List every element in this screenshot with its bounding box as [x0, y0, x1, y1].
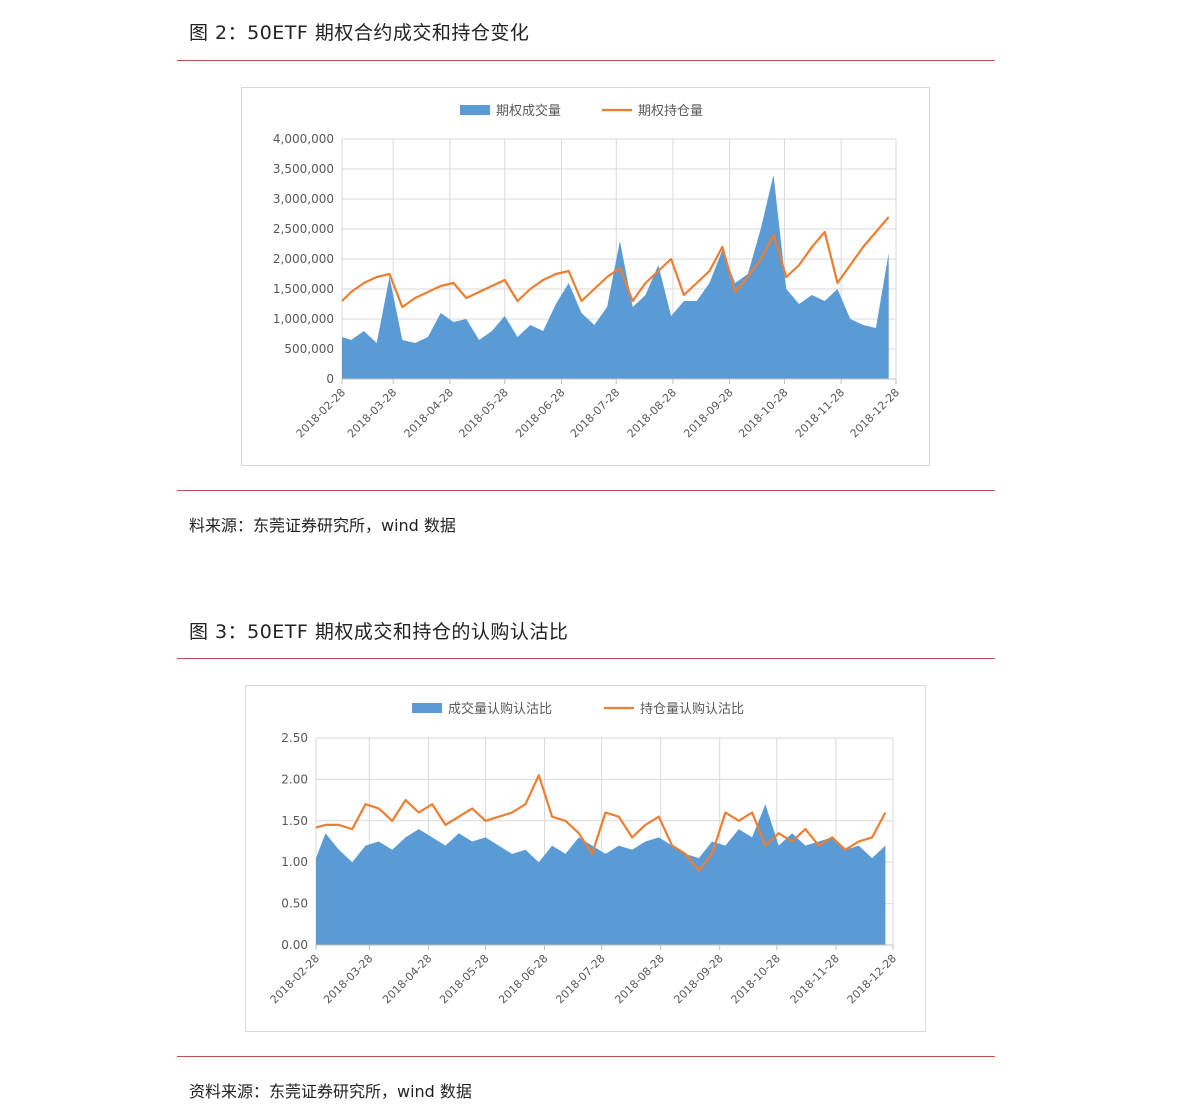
series-area-1 — [316, 804, 886, 945]
figure-2-top-rule — [177, 60, 995, 61]
figure-3-top-rule — [177, 658, 995, 659]
x-tick-label: 2018-03-28 — [345, 386, 399, 440]
legend-label-line: 期权持仓量 — [638, 103, 703, 119]
legend-swatch-area — [412, 703, 442, 713]
x-tick-label: 2018-08-28 — [612, 952, 666, 1006]
y-tick-label: 500,000 — [284, 342, 334, 356]
y-tick-label: 0.50 — [281, 897, 308, 911]
x-tick-label: 2018-10-28 — [736, 386, 790, 440]
x-tick-label: 2018-05-28 — [437, 952, 491, 1006]
y-tick-label: 1,000,000 — [273, 312, 334, 326]
x-tick-label: 2018-05-28 — [456, 386, 510, 440]
figure-3-bottom-rule — [177, 1056, 995, 1057]
y-tick-label: 4,000,000 — [273, 132, 334, 146]
x-tick-label: 2018-03-28 — [321, 952, 375, 1006]
figure-3-title: 图 3：50ETF 期权成交和持仓的认购认沽比 — [189, 621, 569, 643]
y-tick-label: 2,500,000 — [273, 222, 334, 236]
y-tick-label: 2.50 — [281, 731, 308, 745]
x-tick-label: 2018-10-28 — [729, 952, 783, 1006]
y-tick-label: 1.50 — [281, 814, 308, 828]
x-tick-label: 2018-11-28 — [793, 386, 847, 440]
y-tick-label: 0 — [326, 372, 334, 386]
legend-label-line: 持仓量认购认沽比 — [640, 701, 744, 717]
x-tick-label: 2018-02-28 — [294, 386, 348, 440]
y-tick-label: 3,000,000 — [273, 192, 334, 206]
chart-1-svg: 0 500,000 1,000,000 1,500,000 2,000,000 2,500… — [273, 103, 902, 440]
y-tick-label: 3,500,000 — [273, 162, 334, 176]
figure-2-title: 图 2：50ETF 期权合约成交和持仓变化 — [189, 22, 530, 44]
figure-2-source: 料来源：东莞证券研究所，wind 数据 — [189, 516, 456, 535]
series-line-2 — [315, 774, 887, 872]
chart-1-frame: 0 500,000 1,000,000 1,500,000 2,000,000 2,500… — [241, 87, 930, 466]
x-tick-label: 2018-02-28 — [268, 952, 322, 1006]
legend-label-area: 期权成交量 — [496, 103, 561, 119]
x-tick-label: 2018-09-28 — [681, 386, 735, 440]
y-tick-label: 1.00 — [281, 855, 308, 869]
y-tick-label: 1,500,000 — [273, 282, 334, 296]
y-tick-label: 2.00 — [281, 772, 308, 786]
legend-swatch-area — [460, 105, 490, 115]
x-tick-label: 2018-06-28 — [513, 386, 567, 440]
series-line-2 — [341, 216, 890, 309]
x-tick-label: 2018-11-28 — [788, 952, 842, 1006]
y-tick-label: 2,000,000 — [273, 252, 334, 266]
x-tick-label: 2018-06-28 — [496, 952, 550, 1006]
x-tick-label: 2018-04-28 — [402, 386, 456, 440]
figure-3-source: 资料来源：东莞证券研究所，wind 数据 — [189, 1082, 472, 1101]
x-tick-label: 2018-07-28 — [553, 952, 607, 1006]
legend-label-area: 成交量认购认沽比 — [448, 701, 552, 717]
x-tick-label: 2018-04-28 — [380, 952, 434, 1006]
chart-2-svg: 0.000.501.001.502.002.502018-02-282018-0… — [268, 701, 899, 1006]
x-tick-label: 2018-12-28 — [848, 386, 902, 440]
x-tick-label: 2018-08-28 — [625, 386, 679, 440]
series-area-1 — [342, 175, 889, 379]
y-tick-label: 0.00 — [281, 938, 308, 952]
x-tick-label: 2018-07-28 — [568, 386, 622, 440]
x-tick-label: 2018-09-28 — [671, 952, 725, 1006]
figure-2-bottom-rule — [177, 490, 995, 491]
chart-2-frame: 0.00 0.50 1.00 1.50 2.00 2.50 2018-02-28 2018-0… — [245, 685, 926, 1032]
x-tick-label: 2018-12-28 — [845, 952, 899, 1006]
